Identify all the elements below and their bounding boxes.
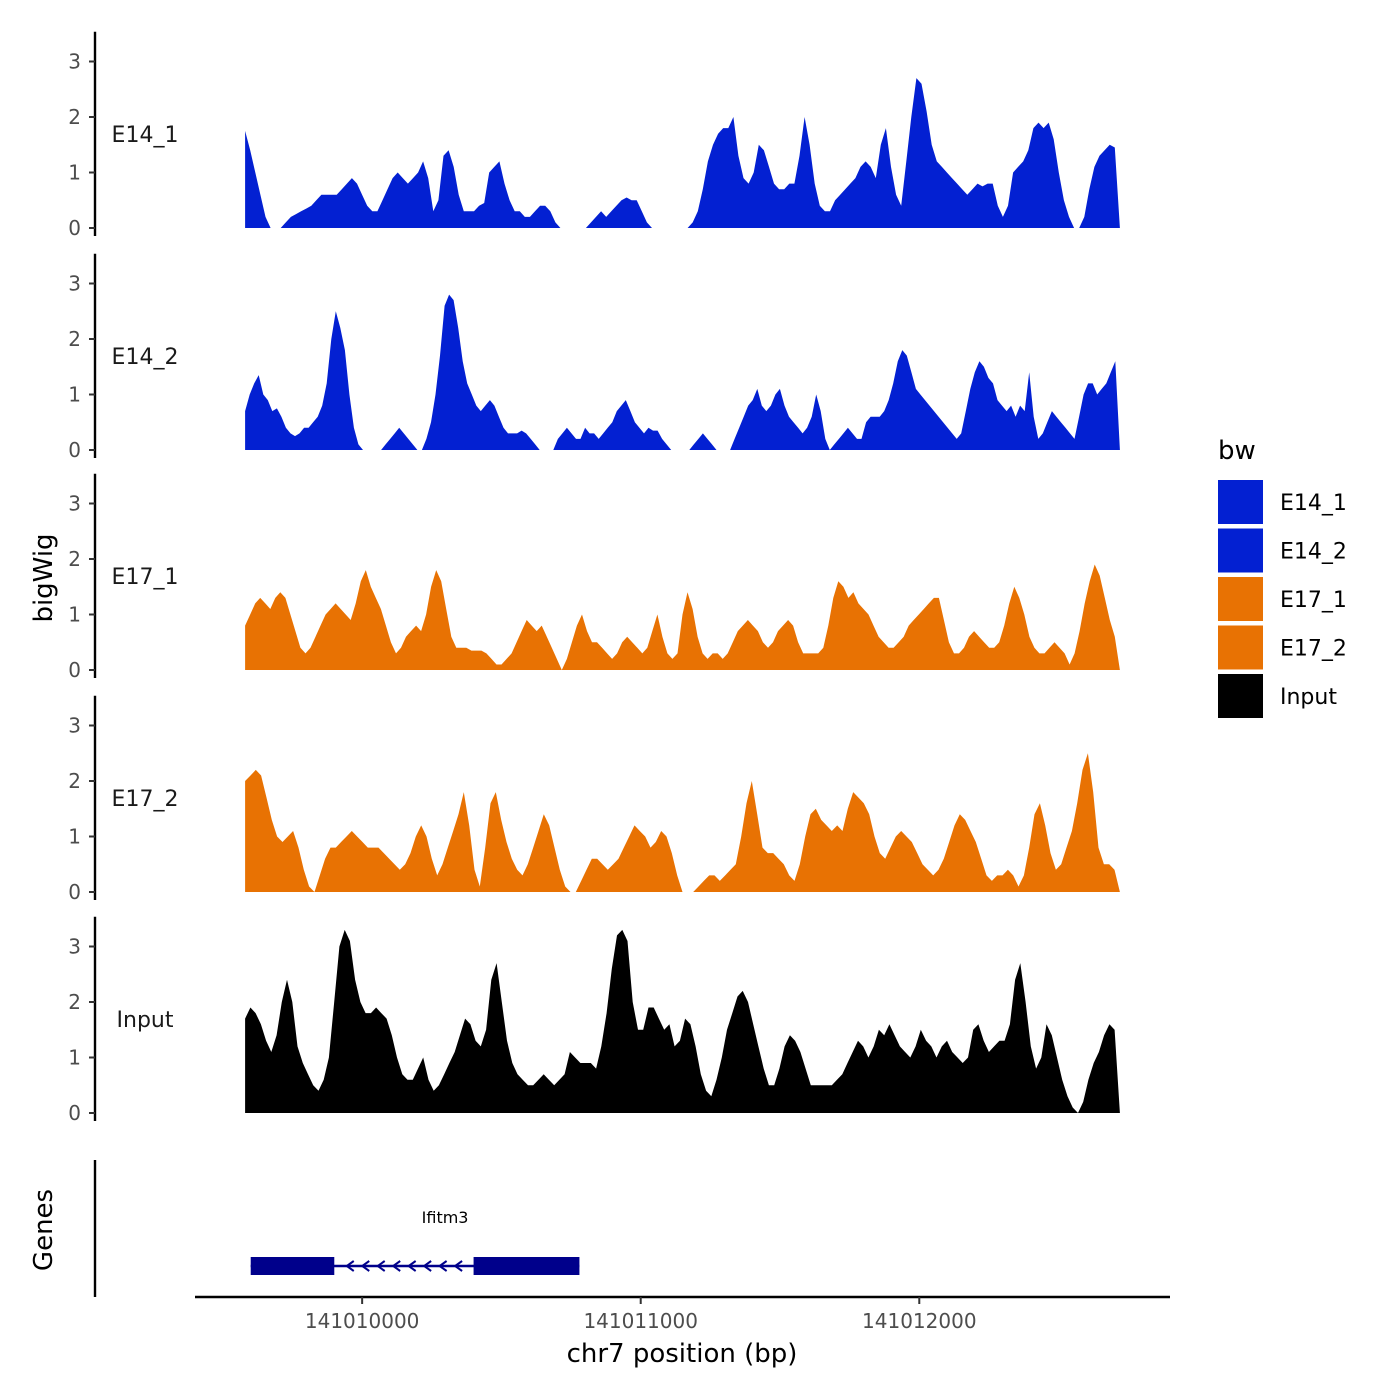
legend-item-E14_2: E14_2 (1218, 528, 1347, 573)
track-E14_2: 0 1 2 3 E14_2 (68, 253, 1120, 462)
strand-arrow (375, 1260, 386, 1272)
track-label: Input (117, 1008, 174, 1033)
x-tick-label: 141012000 (862, 1309, 977, 1333)
legend-label: E17_1 (1280, 588, 1347, 613)
legend-swatch (1218, 528, 1263, 573)
strand-arrow (360, 1260, 370, 1272)
y-tick-label: 2 (68, 990, 81, 1014)
y-tick-label: 0 (68, 658, 81, 682)
y-tick-label: 0 (68, 216, 81, 240)
legend-label: Input (1280, 685, 1337, 710)
y-tick-label: 2 (68, 769, 81, 793)
y-tick-label: 2 (68, 327, 81, 351)
legend-item-E17_2: E17_2 (1218, 625, 1347, 670)
legend-title: bw (1218, 436, 1256, 466)
strand-arrow (391, 1260, 401, 1272)
x-axis: 141010000 141011000 141012000 (195, 1295, 1170, 1333)
track-label: E14_1 (112, 123, 179, 148)
x-tick-label: 141011000 (583, 1309, 698, 1333)
y-tick-label: 2 (68, 105, 81, 129)
y-tick-label: 3 (68, 50, 81, 74)
gene-label: Ifitm3 (422, 1208, 469, 1227)
gene-exon (250, 1257, 335, 1275)
y-tick-label: 3 (68, 935, 81, 959)
coverage-area-Input (245, 929, 1120, 1113)
track-E14_1: 0 1 2 3 E14_1 (68, 31, 1120, 240)
legend-label: E14_1 (1280, 491, 1347, 516)
y-tick-label: 3 (68, 492, 81, 516)
y-tick-label: 1 (68, 1046, 81, 1070)
track-E17_2: 0 1 2 3 E17_2 (68, 695, 1120, 904)
y-tick-label: 1 (68, 825, 81, 849)
y-tick-label: 1 (68, 603, 81, 627)
coverage-area-E14_2 (245, 294, 1120, 450)
strand-arrow (422, 1260, 432, 1272)
track-label: E14_2 (112, 345, 179, 370)
y-tick-label: 0 (68, 1101, 81, 1125)
track-label: E17_1 (112, 565, 179, 590)
strand-arrow (437, 1260, 448, 1272)
coverage-area-E17_2 (245, 753, 1120, 892)
strand-arrow (345, 1260, 355, 1272)
genes-axis-title: Genes (29, 1189, 59, 1271)
legend: E14_1 E14_2 E17_1 E17_2 Input (1218, 480, 1347, 718)
strand-arrow (406, 1260, 417, 1272)
legend-item-E14_1: E14_1 (1218, 480, 1347, 524)
coverage-area-E14_1 (245, 78, 1120, 228)
tracks-layer: 0 1 2 3 E14_1 0 1 2 3 E14_2 0 1 2 3 E17_1 0 1 2 3 E17_2 0 1 2 3… (68, 31, 1120, 1125)
gene-Ifitm3: Ifitm3 (250, 1208, 580, 1275)
legend-item-Input: Input (1218, 674, 1337, 718)
legend-swatch (1218, 480, 1263, 524)
legend-swatch (1218, 625, 1263, 670)
legend-label: E17_2 (1280, 637, 1347, 662)
coverage-area-E17_1 (245, 564, 1120, 670)
legend-label: E14_2 (1280, 540, 1347, 565)
y-tick-label: 1 (68, 161, 81, 185)
legend-item-E17_1: E17_1 (1218, 577, 1347, 621)
y-tick-label: 0 (68, 438, 81, 462)
track-label: E17_2 (112, 787, 179, 812)
y-tick-label: 2 (68, 547, 81, 571)
legend-swatch (1218, 577, 1263, 621)
x-tick-label: 141010000 (305, 1309, 420, 1333)
x-axis-title: chr7 position (bp) (567, 1339, 798, 1369)
genes-layer: Ifitm3 (93, 1160, 580, 1297)
y-tick-label: 0 (68, 880, 81, 904)
legend-swatch (1218, 674, 1263, 718)
y-tick-label: 3 (68, 272, 81, 296)
track-Input: 0 1 2 3 Input (68, 916, 1120, 1125)
y-tick-label: 3 (68, 714, 81, 738)
y-tick-label: 1 (68, 383, 81, 407)
y-axis-title: bigWig (29, 533, 59, 622)
track-E17_1: 0 1 2 3 E17_1 (68, 473, 1120, 682)
gene-exon (473, 1257, 580, 1275)
strand-arrow (453, 1260, 463, 1272)
